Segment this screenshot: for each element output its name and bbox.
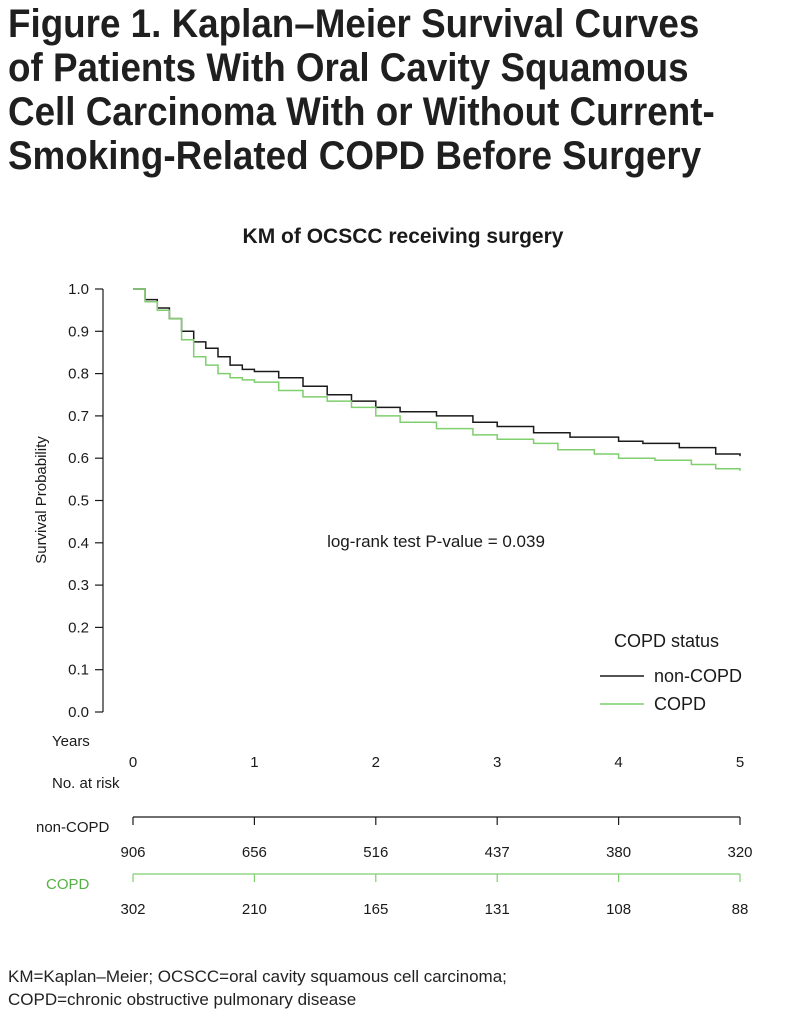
- y-tick-label: 0.8: [68, 366, 89, 383]
- y-tick-label: 0.3: [68, 577, 89, 594]
- footnote-line: KM=Kaplan–Meier; OCSCC=oral cavity squam…: [8, 967, 507, 986]
- risk-row-label-non-copd: non-COPD: [36, 819, 110, 836]
- risk-value: 380: [606, 844, 631, 861]
- x-tick-label: 3: [493, 754, 501, 771]
- legend: COPD status non-COPD COPD: [600, 631, 742, 714]
- x-axis-label: Years: [52, 733, 90, 750]
- risk-value: 165: [363, 901, 388, 918]
- y-tick-label: 1.0: [68, 281, 89, 298]
- x-axis: 0 1 2 3 4 5: [129, 754, 744, 771]
- footnote-line: COPD=chronic obstructive pulmonary disea…: [8, 990, 357, 1009]
- y-axis: 0.0 0.1 0.2 0.3 0.4 0.5 0.6 0.7 0.8 0.9 1.0: [68, 281, 104, 721]
- risk-row-label-copd: COPD: [46, 876, 90, 893]
- chart-title: KM of OCSCC receiving surgery: [243, 225, 564, 248]
- y-tick-label: 0.1: [68, 662, 89, 679]
- risk-value: 656: [242, 844, 267, 861]
- risk-value: 210: [242, 901, 267, 918]
- y-tick-label: 0.7: [68, 408, 89, 425]
- figure-title: Figure 1. Kaplan–Meier Survival Curves o…: [8, 2, 715, 178]
- y-tick-label: 0.6: [68, 450, 89, 467]
- risk-value: 88: [732, 901, 749, 918]
- risk-table: non-COPD 906 656 516 437 380 320 COPD 302 210 165 1…: [36, 816, 753, 918]
- y-axis-label: Survival Probability: [33, 436, 50, 564]
- x-tick-label: 2: [372, 754, 380, 771]
- x-tick-label: 1: [250, 754, 258, 771]
- logrank-annotation: log-rank test P-value = 0.039: [327, 532, 545, 551]
- y-tick-label: 0.5: [68, 493, 89, 510]
- y-tick-label: 0.2: [68, 619, 89, 636]
- y-tick-label: 0.4: [68, 535, 89, 552]
- km-chart: KM of OCSCC receiving surgery 0.00.10.20…: [33, 225, 753, 918]
- legend-title: COPD status: [614, 631, 719, 651]
- risk-value: 906: [120, 844, 145, 861]
- y-tick-label: 0.0: [68, 704, 89, 721]
- x-tick-label: 5: [736, 754, 744, 771]
- curve-copd: [133, 288, 741, 471]
- x-tick-label: 0: [129, 754, 137, 771]
- survival-curves: [133, 288, 741, 471]
- footnote: KM=Kaplan–Meier; OCSCC=oral cavity squam…: [8, 965, 788, 1011]
- curve-non-copd: [133, 288, 741, 457]
- risk-value: 302: [120, 901, 145, 918]
- risk-table-title: No. at risk: [52, 775, 120, 792]
- legend-label-non-copd: non-COPD: [654, 666, 742, 686]
- risk-value: 131: [485, 901, 510, 918]
- risk-value: 516: [363, 844, 388, 861]
- y-tick-label: 0.9: [68, 323, 89, 340]
- risk-value: 320: [727, 844, 752, 861]
- legend-label-copd: COPD: [654, 694, 706, 714]
- risk-value: 108: [606, 901, 631, 918]
- risk-value: 437: [485, 844, 510, 861]
- x-tick-label: 4: [614, 754, 622, 771]
